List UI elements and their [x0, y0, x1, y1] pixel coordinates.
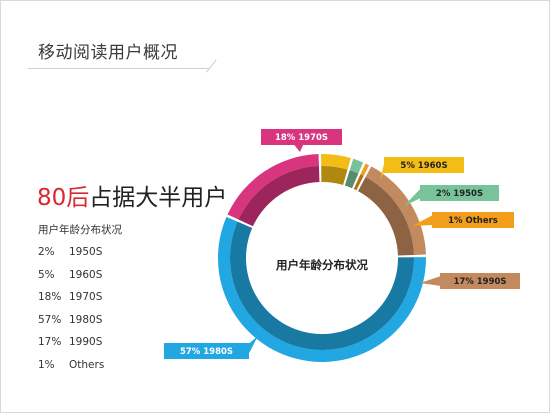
row-percent: 18%: [38, 291, 62, 304]
callout-label: 17% 1990S: [453, 277, 506, 287]
callout-box: [432, 212, 514, 228]
title-underline: [28, 68, 210, 69]
callout-box: [164, 343, 249, 359]
row-label: 1950S: [69, 246, 103, 258]
callout-1970s: 18% 1970S: [261, 129, 342, 152]
row-label: 1960S: [69, 268, 103, 281]
callout-pointer: [380, 160, 385, 180]
callout-label: 18% 1970S: [275, 133, 328, 143]
row-label: Others: [69, 358, 105, 371]
callout-pointer: [293, 144, 304, 152]
headline: 80后占据大半用户: [37, 178, 227, 212]
callout-pointer: [420, 276, 441, 286]
row-label: 1990S: [69, 336, 103, 349]
callout-label: 1% Others: [448, 216, 498, 226]
row-label: 1970S: [69, 291, 103, 304]
donut-slice-1970s: [227, 154, 319, 220]
donut-slice-others: [360, 163, 370, 176]
donut-center-label: 用户年龄分布状况: [275, 258, 368, 272]
callout-label: 2% 1950S: [436, 189, 483, 199]
donut-slice-inner-others: [353, 174, 364, 191]
donut-slice-inner-1980s: [230, 221, 415, 350]
donut-slice-1950s: [349, 158, 364, 174]
callout-label: 57% 1980S: [180, 347, 233, 357]
callout-box: [440, 273, 520, 289]
callout-1950s: 2% 1950S: [404, 185, 499, 206]
row-percent: 5%: [38, 268, 55, 281]
donut-callouts: 18% 1970S 5% 1960S 2% 1950S 1% Others 17% 19…: [164, 129, 520, 359]
callout-box: [384, 157, 464, 173]
donut-slice-1960s: [321, 153, 351, 170]
callout-others: 1% Others: [412, 212, 514, 228]
headline-rest: 占据大半用户: [89, 185, 228, 211]
row-percent: 17%: [38, 336, 62, 349]
callout-pointer: [247, 336, 258, 357]
distribution-heading: 用户年龄分布状况: [38, 224, 122, 236]
callout-box: [420, 185, 499, 201]
donut-slice-inner-1960s: [321, 165, 348, 185]
callout-1980s: 57% 1980S: [164, 336, 258, 359]
callout-pointer: [412, 215, 433, 226]
row-percent: 2%: [38, 246, 55, 258]
donut-slice-inner-1990s: [358, 177, 414, 256]
callout-pointer: [404, 188, 421, 206]
callout-1990s: 17% 1990S: [420, 273, 520, 289]
row-label: 1980S: [69, 313, 103, 326]
donut-slice-1990s: [365, 166, 426, 255]
headline-accent: 80后: [37, 185, 90, 211]
row-percent: 57%: [38, 313, 62, 326]
callout-label: 5% 1960S: [400, 161, 447, 171]
row-percent: 1%: [38, 358, 55, 371]
callout-1960s: 5% 1960S: [380, 157, 464, 180]
slide-title: 移动阅读用户概况: [38, 43, 178, 63]
donut-rings: [218, 153, 427, 362]
callout-box: [261, 129, 342, 145]
donut-slice-inner-1950s: [344, 170, 359, 189]
donut-slice-inner-1970s: [238, 166, 320, 227]
